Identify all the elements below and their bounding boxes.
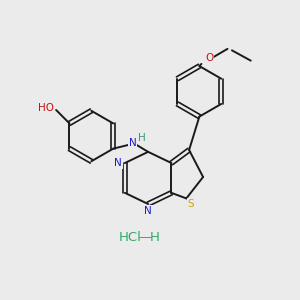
Text: HCl: HCl — [119, 231, 142, 244]
Text: O: O — [205, 53, 214, 63]
Text: H: H — [138, 133, 146, 143]
Text: N: N — [114, 158, 122, 168]
Text: N: N — [129, 139, 136, 148]
Text: N: N — [144, 206, 152, 216]
Text: HO: HO — [38, 103, 54, 113]
Text: —: — — [138, 231, 151, 244]
Text: S: S — [188, 199, 194, 209]
Text: H: H — [149, 231, 159, 244]
